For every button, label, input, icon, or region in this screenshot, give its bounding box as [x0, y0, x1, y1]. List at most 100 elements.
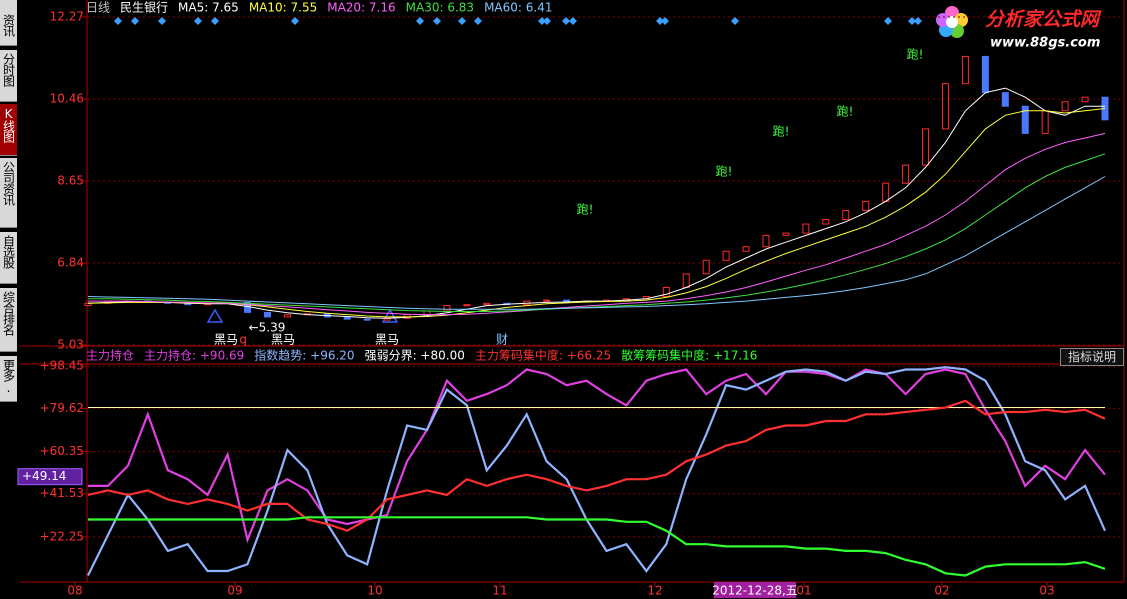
sidebar-tab[interactable]: 更多. [0, 356, 17, 402]
sidebar-tab[interactable]: 自选股 [0, 232, 17, 284]
annotation: 黑马 [271, 333, 295, 347]
signal-diamond [661, 17, 669, 25]
x-tick-label: 10 [367, 584, 382, 598]
candle [1041, 110, 1049, 134]
ma-line [87, 176, 1106, 310]
signal-triangle [381, 308, 399, 323]
candle [343, 316, 351, 320]
x-tick-label: 01 [796, 584, 811, 598]
candle [84, 302, 92, 307]
candle [862, 200, 870, 211]
annotation: 跑! [837, 105, 854, 119]
candle [662, 286, 670, 298]
y-tick-label: +22.25 [40, 529, 84, 543]
x-tick-label: 03 [1039, 584, 1054, 598]
x-tick-label: 12 [647, 584, 662, 598]
candle [782, 232, 790, 236]
x-tick-label: 11 [492, 584, 507, 598]
signal-diamond [908, 17, 916, 25]
legend-entry: 主力持仓 [86, 348, 134, 363]
candle [543, 299, 551, 302]
signal-triangle [206, 308, 224, 323]
candle [702, 259, 710, 275]
sidebar-tab[interactable]: 综合排名 [0, 288, 17, 352]
sidebar-tab[interactable]: 公司资讯 [0, 158, 17, 228]
y-tick-label: +79.62 [40, 401, 84, 415]
candle [722, 250, 730, 261]
signal-diamond [114, 17, 122, 25]
watermark: 分析家公式网 www.88gs.com [936, 6, 1102, 51]
candle [742, 246, 750, 252]
legend-entry: 散筹筹码集中度: +17.16 [621, 348, 757, 363]
legend-entry: MA5: 7.65 [178, 1, 239, 15]
candle [762, 234, 770, 248]
watermark-name: 分析家公式网 [985, 9, 1102, 31]
legend-entry: MA60: 6.41 [484, 1, 552, 15]
signal-diamond [731, 17, 739, 25]
annotation: 跑! [773, 125, 790, 139]
annotation: 跑! [577, 203, 594, 217]
annotation: q [239, 333, 247, 347]
signal-diamond [474, 17, 482, 25]
ma-line [87, 108, 1106, 318]
cursor-value-box [17, 468, 83, 486]
indicator-line [88, 368, 1106, 544]
candle [981, 55, 989, 94]
annotation: ←5.39 [249, 321, 286, 335]
indicator-line [88, 516, 1106, 577]
candle [922, 128, 930, 166]
candle [802, 223, 810, 234]
annotation: 跑! [907, 48, 924, 62]
legend-entry: MA10: 7.55 [249, 1, 317, 15]
candle [941, 83, 949, 130]
x-tick-label: 08 [67, 584, 82, 598]
y-tick-label: 12.27 [50, 10, 84, 24]
candle [483, 302, 491, 306]
sidebar-tab[interactable]: 资讯 [0, 0, 17, 46]
y-tick-label: +60.35 [40, 444, 84, 458]
x-tick-label: 02 [934, 584, 949, 598]
signal-diamond [884, 17, 892, 25]
legend-entry: 主力筹码集中度: +66.25 [475, 348, 611, 363]
candle [882, 182, 890, 202]
candle [443, 305, 451, 312]
y-tick-label: +98.45 [40, 359, 84, 373]
ma-line [87, 87, 1105, 319]
signal-diamond [291, 17, 299, 25]
sidebar-tab[interactable]: 分时图 [0, 50, 17, 102]
legend-entry: 民生银行 [120, 1, 168, 15]
legend-entry: MA30: 6.83 [406, 1, 474, 15]
signal-diamond [538, 17, 546, 25]
candle [363, 318, 371, 321]
x-tick-label: 2012-12-28,五 [712, 584, 798, 598]
signal-diamond [914, 17, 922, 25]
candle [682, 273, 690, 288]
y-tick-label: 8.65 [57, 174, 84, 188]
candle [1021, 105, 1029, 134]
signal-diamond [433, 17, 441, 25]
candle [283, 314, 291, 318]
candle [1081, 96, 1089, 103]
x-tick-label: 09 [227, 584, 242, 598]
candle [961, 55, 969, 85]
ma-line [88, 153, 1106, 312]
indicator-line [87, 366, 1107, 576]
candle [463, 304, 471, 307]
candle [263, 311, 271, 318]
indicator-line [87, 399, 1106, 532]
sidebar-tab[interactable]: K线图 [0, 104, 17, 156]
signal-diamond [569, 17, 577, 25]
annotation: 跑! [716, 165, 733, 179]
y-tick-label: 6.84 [57, 256, 84, 270]
signal-diamond [416, 17, 424, 25]
legend-entry: 日线 [86, 1, 110, 15]
annotation: 财 [496, 333, 508, 347]
help-button[interactable]: 指标说明 [1060, 348, 1124, 366]
cursor-date-box [714, 582, 796, 598]
signal-diamond [131, 17, 139, 25]
candle [842, 209, 850, 221]
cursor-value-label: +49.14 [22, 469, 66, 483]
sidebar: 资讯分时图 K线图公司资讯自选股综合排名更多. [0, 0, 17, 599]
